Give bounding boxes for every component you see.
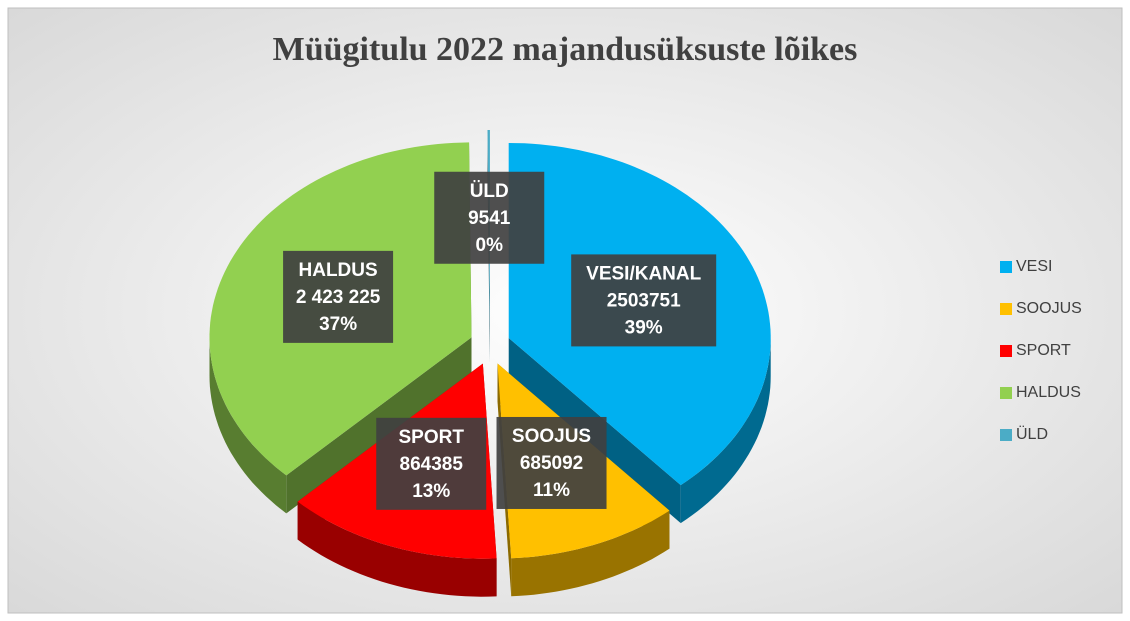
slice-side [297, 501, 497, 597]
data-label: SPORT 864385 13% [376, 417, 487, 510]
data-label-name: ÜLD [470, 181, 509, 202]
data-label-box [496, 416, 607, 509]
legend-label: HALDUS [1016, 384, 1081, 401]
legend-label: SPORT [1016, 342, 1071, 359]
legend-label: SOOJUS [1016, 300, 1082, 317]
data-label-percent: 13% [412, 481, 450, 502]
data-label: SOOJUS 685092 11% [496, 416, 607, 509]
data-label-percent: 0% [476, 235, 504, 256]
data-label-box [434, 171, 545, 264]
data-label-box [283, 250, 394, 343]
data-label: HALDUS 2 423 225 37% [283, 250, 394, 343]
data-label-value: 2503751 [607, 290, 681, 311]
data-label-name: HALDUS [299, 260, 378, 281]
legend-label: VESI [1016, 258, 1052, 275]
data-label-value: 9541 [468, 208, 511, 229]
data-label-value: 685092 [520, 453, 583, 474]
slice-side [209, 337, 287, 514]
data-label-percent: 37% [319, 314, 357, 335]
data-label: ÜLD 9541 0% [434, 171, 545, 264]
legend-swatch [1000, 387, 1012, 399]
slice-side [680, 338, 771, 524]
data-label-value: 2 423 225 [296, 287, 381, 308]
data-label: VESI/KANAL 2503751 39% [571, 254, 717, 347]
slice-side [511, 510, 670, 597]
legend-label: ÜLD [1016, 425, 1048, 443]
legend-swatch [1000, 429, 1012, 441]
data-label-percent: 39% [625, 317, 663, 338]
data-label-name: SOOJUS [512, 426, 591, 447]
legend-swatch [1000, 345, 1012, 357]
data-label-box [571, 254, 717, 347]
data-label-value: 864385 [400, 454, 464, 475]
data-label-box [376, 417, 487, 510]
data-label-name: SPORT [399, 427, 465, 448]
legend-swatch [1000, 303, 1012, 315]
data-label-name: VESI/KANAL [586, 263, 701, 284]
data-label-percent: 11% [533, 480, 570, 501]
chart-title: Müügitulu 2022 majandusüksuste lõikes [273, 31, 858, 68]
legend-swatch [1000, 261, 1012, 273]
